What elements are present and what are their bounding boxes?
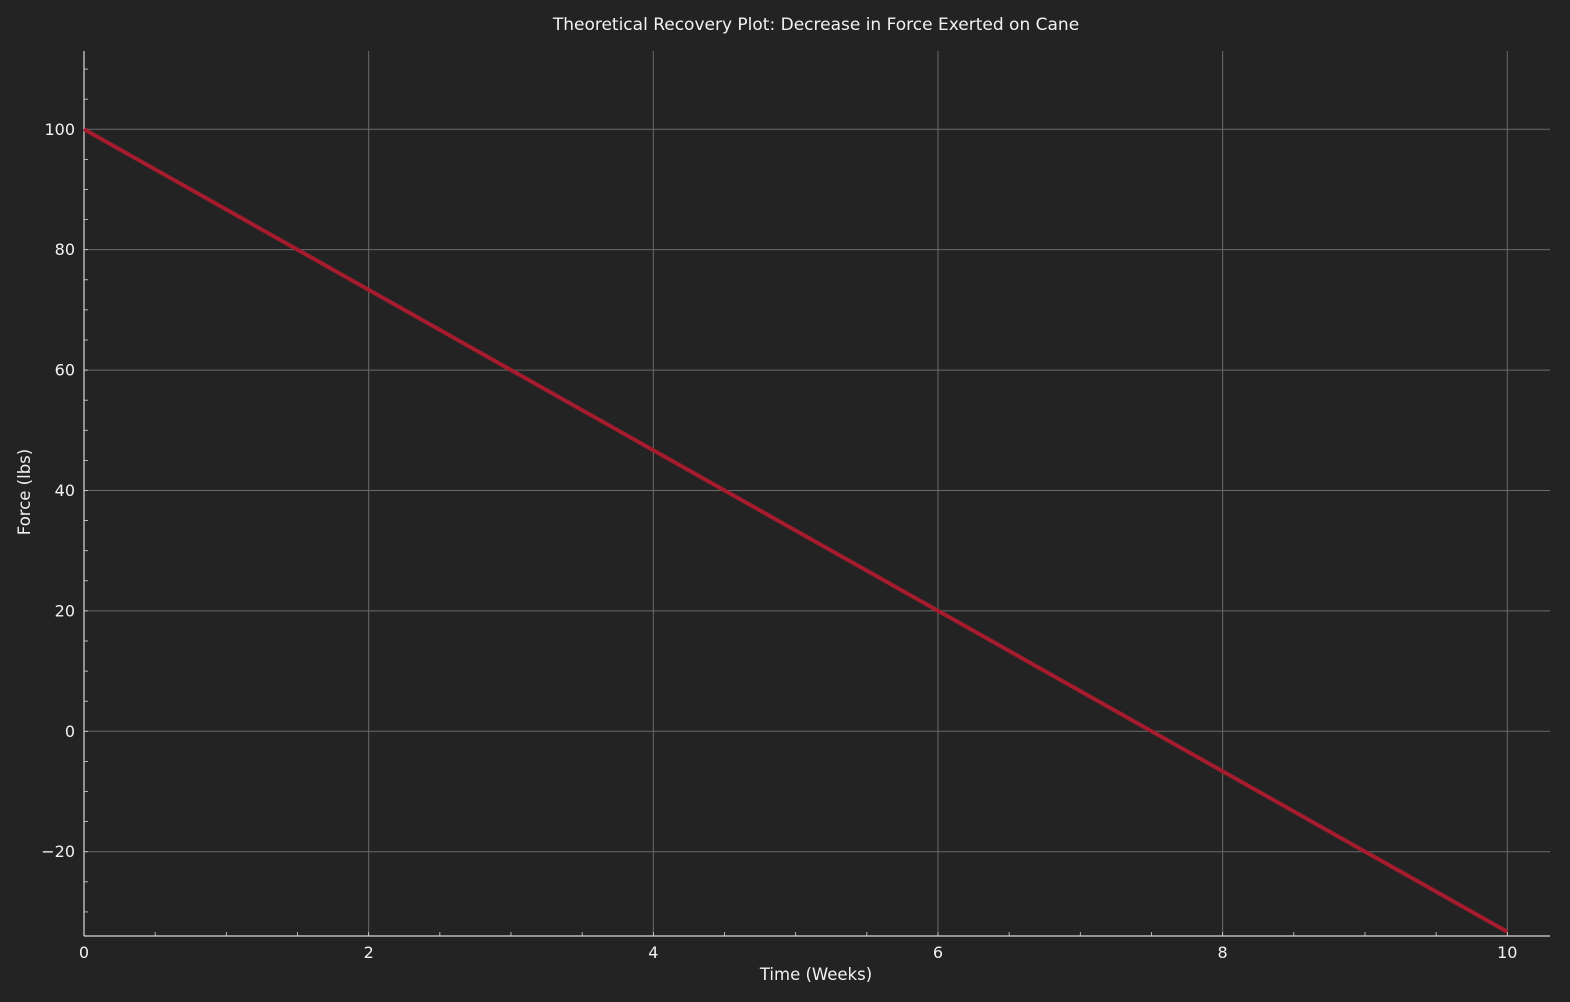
axes bbox=[83, 51, 1550, 937]
y-tick-label: 80 bbox=[55, 240, 75, 259]
x-tick-label: 0 bbox=[79, 943, 89, 962]
y-tick-label: 20 bbox=[55, 601, 75, 620]
x-tick-label: 6 bbox=[933, 943, 943, 962]
y-tick-label: 0 bbox=[65, 722, 75, 741]
x-tick-label: 2 bbox=[364, 943, 374, 962]
y-tick-label: 100 bbox=[44, 120, 75, 139]
chart-title: Theoretical Recovery Plot: Decrease in F… bbox=[552, 15, 1079, 35]
x-tick-label: 10 bbox=[1497, 943, 1517, 962]
y-tick-label: −20 bbox=[41, 842, 75, 861]
grid-layer bbox=[83, 51, 1550, 936]
series-layer bbox=[83, 127, 1509, 934]
x-tick-label: 4 bbox=[648, 943, 658, 962]
minor-ticks bbox=[83, 68, 1508, 936]
y-tick-label: 60 bbox=[55, 361, 75, 380]
y-tick-label: 40 bbox=[55, 481, 75, 500]
tick-labels: 0 2 4 6 8 10 −20 0 20 40 60 80 100 bbox=[41, 120, 1517, 962]
series-line bbox=[83, 127, 1509, 934]
y-axis-title: Force (lbs) bbox=[15, 449, 34, 535]
x-tick-label: 8 bbox=[1218, 943, 1228, 962]
x-axis-title: Time (Weeks) bbox=[759, 965, 872, 984]
